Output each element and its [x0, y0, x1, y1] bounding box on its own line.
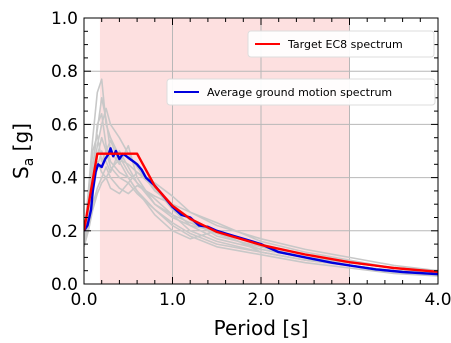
target-legend-box — [247, 30, 435, 58]
x-tick-label: 2.0 — [247, 290, 274, 310]
x-tick-label: 3.0 — [336, 290, 363, 310]
target-period-band — [99, 18, 350, 284]
y-axis-title-base: S — [9, 166, 33, 179]
average-spectrum-line — [84, 147, 438, 276]
average-legend-box — [166, 78, 436, 106]
average-legend-label: Average ground motion spectrum — [207, 86, 392, 99]
y-tick-label: 1.0 — [51, 9, 78, 29]
y-tick-label: 0.2 — [51, 222, 78, 242]
x-tick-label: 4.0 — [424, 290, 451, 310]
y-tick-label: 0.6 — [51, 115, 78, 135]
y-axis-title-sub: a — [21, 158, 37, 167]
y-tick-label: 0.0 — [51, 275, 78, 295]
x-axis-title: Period [s] — [214, 316, 309, 340]
target-legend-label: Target EC8 spectrum — [287, 38, 403, 51]
record-spectrum-line — [84, 158, 438, 272]
x-tick-label: 1.0 — [159, 290, 186, 310]
record-spectrum-line — [84, 166, 438, 272]
x-tick-label: 0.0 — [70, 290, 97, 310]
target-spectrum-line — [84, 152, 438, 273]
y-axis-title: Sa [g] — [9, 123, 37, 179]
y-tick-label: 0.8 — [51, 62, 78, 82]
y-axis-title-unit: [g] — [9, 123, 33, 158]
y-tick-label: 0.4 — [51, 169, 78, 189]
